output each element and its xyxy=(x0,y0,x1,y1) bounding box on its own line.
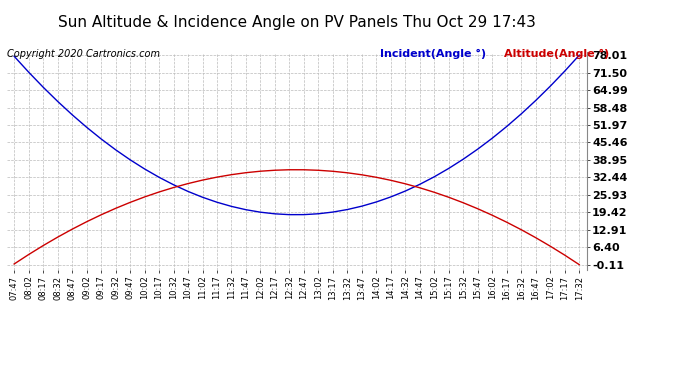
Text: Copyright 2020 Cartronics.com: Copyright 2020 Cartronics.com xyxy=(7,49,160,59)
Text: Altitude(Angle °): Altitude(Angle °) xyxy=(504,49,609,59)
Text: Incident(Angle °): Incident(Angle °) xyxy=(380,49,486,59)
Text: Sun Altitude & Incidence Angle on PV Panels Thu Oct 29 17:43: Sun Altitude & Incidence Angle on PV Pan… xyxy=(58,15,535,30)
